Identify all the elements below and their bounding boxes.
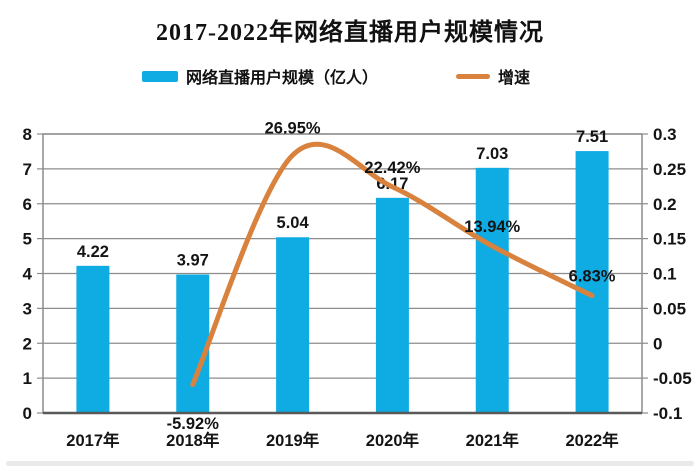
- right-axis-tick-label: -0.05: [653, 369, 692, 388]
- bar-value-label: 4.22: [77, 243, 109, 261]
- growth-line: [190, 141, 595, 388]
- bar-value-label: 7.51: [576, 128, 608, 146]
- growth-value-label: 6.83%: [569, 268, 616, 286]
- bar-2017年: [76, 265, 110, 413]
- chart-title: 2017-2022年网络直播用户规模情况: [156, 20, 544, 46]
- growth-value-label: 13.94%: [464, 218, 520, 236]
- growth-value-label: 22.42%: [364, 159, 420, 177]
- right-axis-tick-label: -0.1: [653, 404, 682, 423]
- legend-item-growth: 增速: [456, 64, 530, 88]
- bar-value-label: 3.97: [177, 252, 209, 270]
- bar-2022年: [575, 151, 609, 413]
- left-axis-tick-label: 8: [23, 125, 32, 144]
- x-axis-category-label: 2018年: [166, 430, 220, 450]
- right-axis-tick-label: 0.1: [653, 265, 677, 284]
- right-axis-tick-label: 0.05: [653, 299, 686, 318]
- right-axis-tick-label: 0.3: [653, 125, 677, 144]
- bar-2020年: [375, 197, 409, 413]
- x-axis-category-label: 2021年: [466, 430, 520, 450]
- left-axis-tick-label: 0: [23, 404, 32, 423]
- x-axis-category-label: 2020年: [366, 430, 420, 450]
- right-axis-tick-label: 0: [653, 334, 662, 353]
- bar-2018年: [176, 274, 210, 413]
- bar-2021年: [475, 167, 509, 413]
- left-axis-tick-label: 2: [23, 334, 32, 353]
- growth-value-label: -5.92%: [167, 415, 220, 433]
- legend-label-growth: 增速: [498, 70, 531, 87]
- bar-value-label: 7.03: [476, 145, 508, 163]
- legend-label-users: 网络直播用户规模（亿人）: [185, 70, 378, 87]
- x-axis-category-label: 2019年: [266, 430, 320, 450]
- chart-legend: 网络直播用户规模（亿人） 增速: [0, 64, 686, 88]
- line-swatch-icon: [456, 73, 490, 79]
- growth-value-label: 26.95%: [265, 119, 321, 137]
- right-axis-tick-label: 0.25: [653, 160, 686, 179]
- left-axis-tick-label: 5: [23, 230, 32, 249]
- left-axis-tick-label: 6: [23, 195, 32, 214]
- legend-item-users: 网络直播用户规模（亿人）: [141, 64, 378, 88]
- x-axis-category-label: 2017年: [66, 430, 120, 450]
- left-axis-tick-label: 1: [23, 369, 32, 388]
- right-axis-tick-label: 0.15: [653, 230, 686, 249]
- left-axis-tick-label: 7: [23, 160, 32, 179]
- bar-swatch-icon: [141, 70, 178, 82]
- bar-value-label: 5.04: [277, 214, 310, 232]
- right-axis-tick-label: 0.2: [653, 195, 677, 214]
- left-axis-tick-label: 4: [23, 265, 33, 284]
- bar-2019年: [276, 237, 310, 413]
- left-axis-tick-label: 3: [23, 299, 32, 318]
- photo-bottom-edge: [6, 461, 694, 466]
- x-axis-category-label: 2022年: [565, 430, 619, 450]
